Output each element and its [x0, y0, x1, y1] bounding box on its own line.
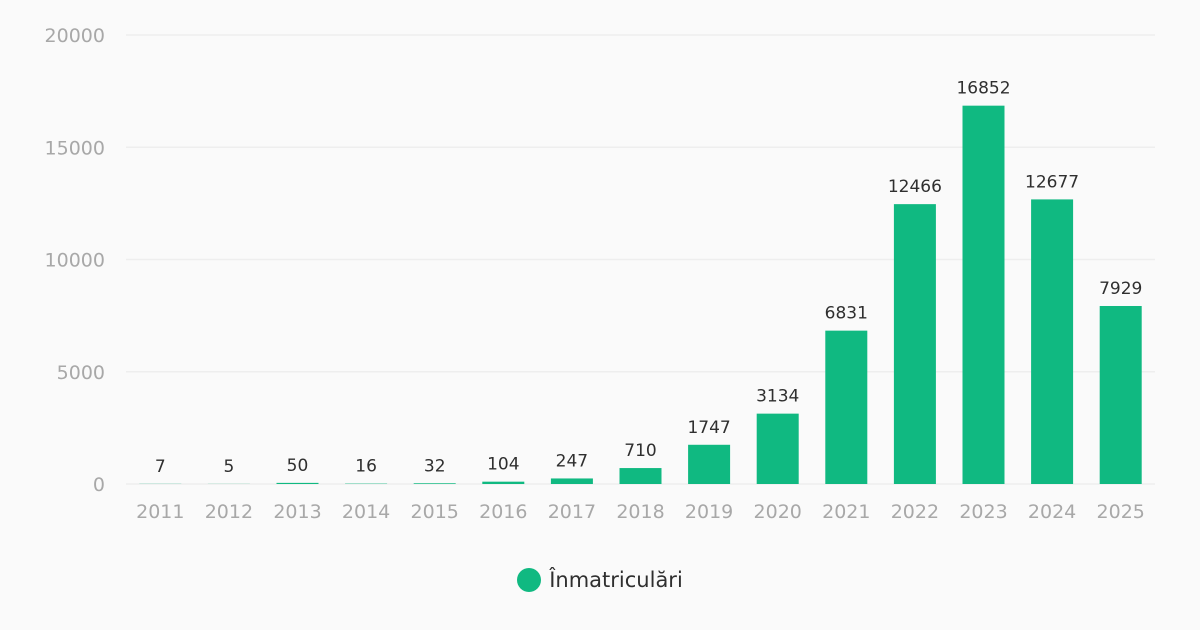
data-label-2011: 7 [155, 457, 166, 477]
x-tick-label-2020: 2020 [754, 501, 802, 523]
bar-2018[interactable] [619, 468, 662, 484]
bar-2016[interactable] [482, 481, 525, 484]
data-label-2018: 710 [624, 441, 656, 461]
bar-2017[interactable] [550, 478, 593, 484]
x-tick-label-2012: 2012 [205, 501, 253, 523]
x-tick-label-2013: 2013 [273, 501, 321, 523]
legend[interactable]: Înmatriculări [0, 568, 1200, 592]
y-tick-label: 10000 [45, 250, 105, 272]
bar-2025[interactable] [1099, 305, 1142, 484]
data-label-2021: 6831 [825, 304, 868, 324]
data-label-2019: 1747 [687, 418, 730, 438]
bar-2024[interactable] [1031, 199, 1074, 484]
data-label-2024: 12677 [1025, 172, 1079, 192]
data-label-2012: 5 [223, 457, 234, 477]
x-tick-label-2017: 2017 [548, 501, 596, 523]
x-tick-label-2016: 2016 [479, 501, 527, 523]
data-label-2023: 16852 [956, 79, 1010, 99]
bar-2019[interactable] [688, 444, 731, 484]
legend-label: Înmatriculări [549, 568, 683, 592]
bar-2023[interactable] [962, 105, 1005, 484]
x-tick-label-2011: 2011 [136, 501, 184, 523]
x-tick-label-2024: 2024 [1028, 501, 1076, 523]
data-label-2017: 247 [556, 451, 588, 471]
legend-swatch-icon [517, 568, 542, 592]
data-label-2016: 104 [487, 455, 519, 475]
x-tick-label-2019: 2019 [685, 501, 733, 523]
x-tick-label-2022: 2022 [891, 501, 939, 523]
x-tick-label-2023: 2023 [959, 501, 1007, 523]
x-tick-label-2018: 2018 [616, 501, 664, 523]
x-tick-label-2014: 2014 [342, 501, 390, 523]
x-tick-label-2025: 2025 [1097, 501, 1145, 523]
bar-2013[interactable] [276, 482, 319, 484]
bar-2020[interactable] [756, 413, 799, 484]
x-tick-label-2015: 2015 [411, 501, 459, 523]
x-tick-label-2021: 2021 [822, 501, 870, 523]
data-label-2014: 16 [355, 457, 377, 477]
data-label-2013: 50 [287, 456, 309, 476]
y-tick-label: 5000 [57, 362, 105, 384]
bar-2015[interactable] [413, 483, 456, 484]
data-label-2022: 12466 [888, 177, 942, 197]
bar-chart: 0 5000 10000 15000 20000 7 2011 5 2012 50 2013 16 20… [45, 25, 1155, 523]
y-tick-label: 20000 [45, 25, 105, 47]
y-tick-label: 0 [93, 474, 105, 496]
bar-2022[interactable] [893, 204, 936, 484]
bar-2021[interactable] [825, 330, 868, 484]
y-tick-label: 15000 [45, 137, 105, 159]
data-label-2020: 3134 [756, 387, 799, 407]
data-label-2025: 7929 [1099, 279, 1142, 299]
data-label-2015: 32 [424, 456, 446, 476]
